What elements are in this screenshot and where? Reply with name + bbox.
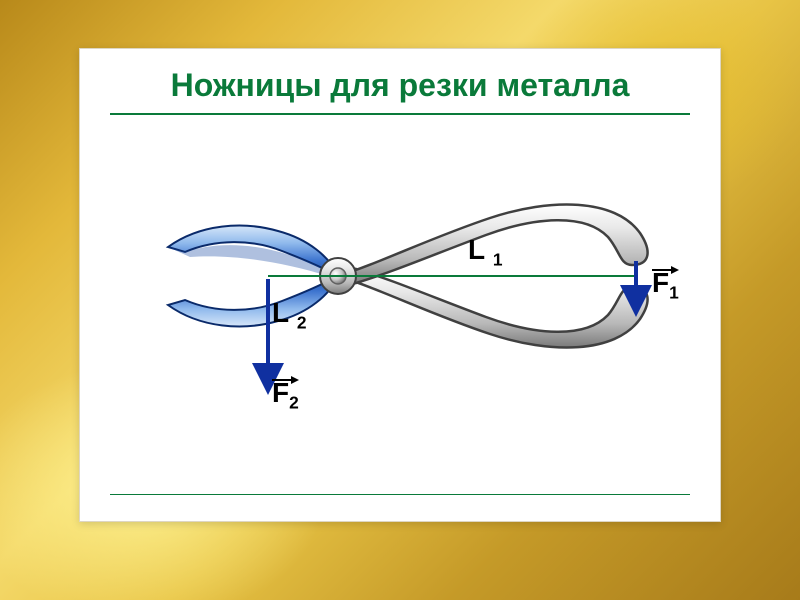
label-L2: L 2	[272, 297, 307, 334]
scissors-diagram: L 1 L 2 F1 F2	[80, 139, 720, 499]
label-L1: L 1	[468, 234, 503, 271]
label-F1: F1	[652, 267, 679, 304]
title-rule	[110, 113, 690, 115]
diagram-title: Ножницы для резки металла	[80, 67, 720, 104]
handle-lower	[338, 268, 648, 348]
blade-lower	[168, 276, 338, 326]
footer-rule	[110, 494, 690, 495]
content-panel: Ножницы для резки металла	[79, 48, 721, 522]
label-F2: F2	[272, 377, 299, 414]
